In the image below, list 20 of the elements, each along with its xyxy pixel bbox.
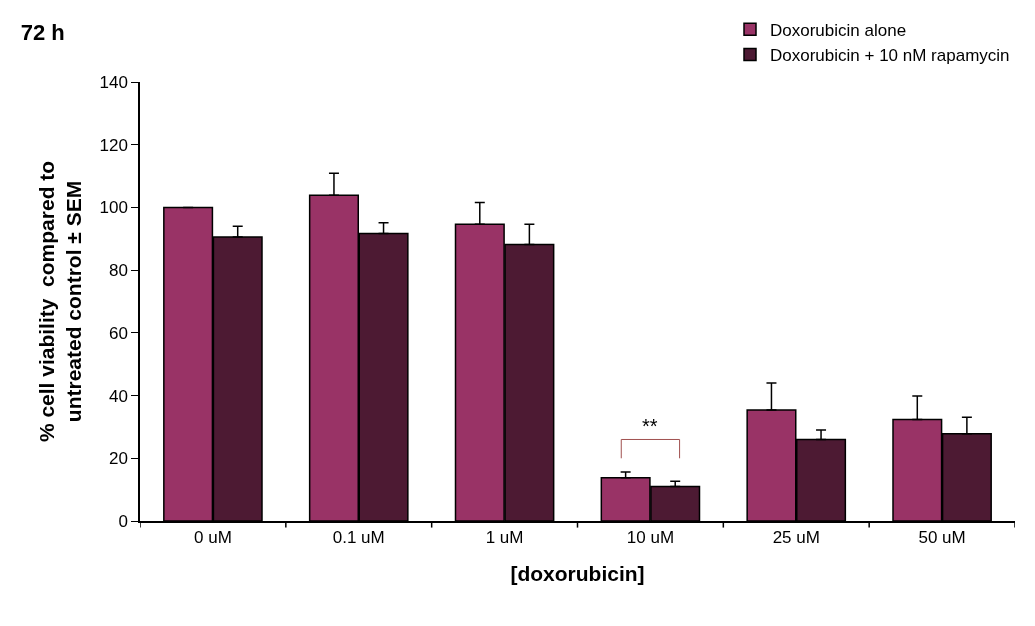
x-tick-label: 0 uM: [194, 528, 232, 548]
y-axis-title: % cell viability compared to untreated control ± SEM: [34, 160, 86, 443]
x-tick-label: 10 uM: [626, 528, 675, 548]
y-tick-label: 100: [99, 198, 128, 218]
legend-label: Doxorubicin alone: [770, 20, 907, 40]
annotation: **: [642, 415, 658, 437]
y-tick-label: 80: [108, 261, 128, 281]
y-tick-label: 0: [118, 511, 128, 531]
legend-label: Doxorubicin + 10 nM rapamycin: [770, 46, 1010, 66]
chart-title: 72 h: [20, 20, 65, 46]
x-tick-label: 0.1 uM: [332, 528, 385, 548]
y-tick-label: 40: [108, 386, 128, 406]
x-axis-title: [doxorubicin]: [510, 561, 645, 585]
x-tick-label: 25 uM: [772, 528, 820, 548]
y-tick-label: 60: [108, 323, 128, 343]
x-tick-label: 50 uM: [918, 528, 966, 548]
y-tick-label: 20: [108, 449, 128, 469]
y-tick-label: 120: [99, 135, 128, 155]
y-tick-label: 140: [99, 72, 128, 92]
x-tick-label: 1 uM: [485, 528, 524, 548]
